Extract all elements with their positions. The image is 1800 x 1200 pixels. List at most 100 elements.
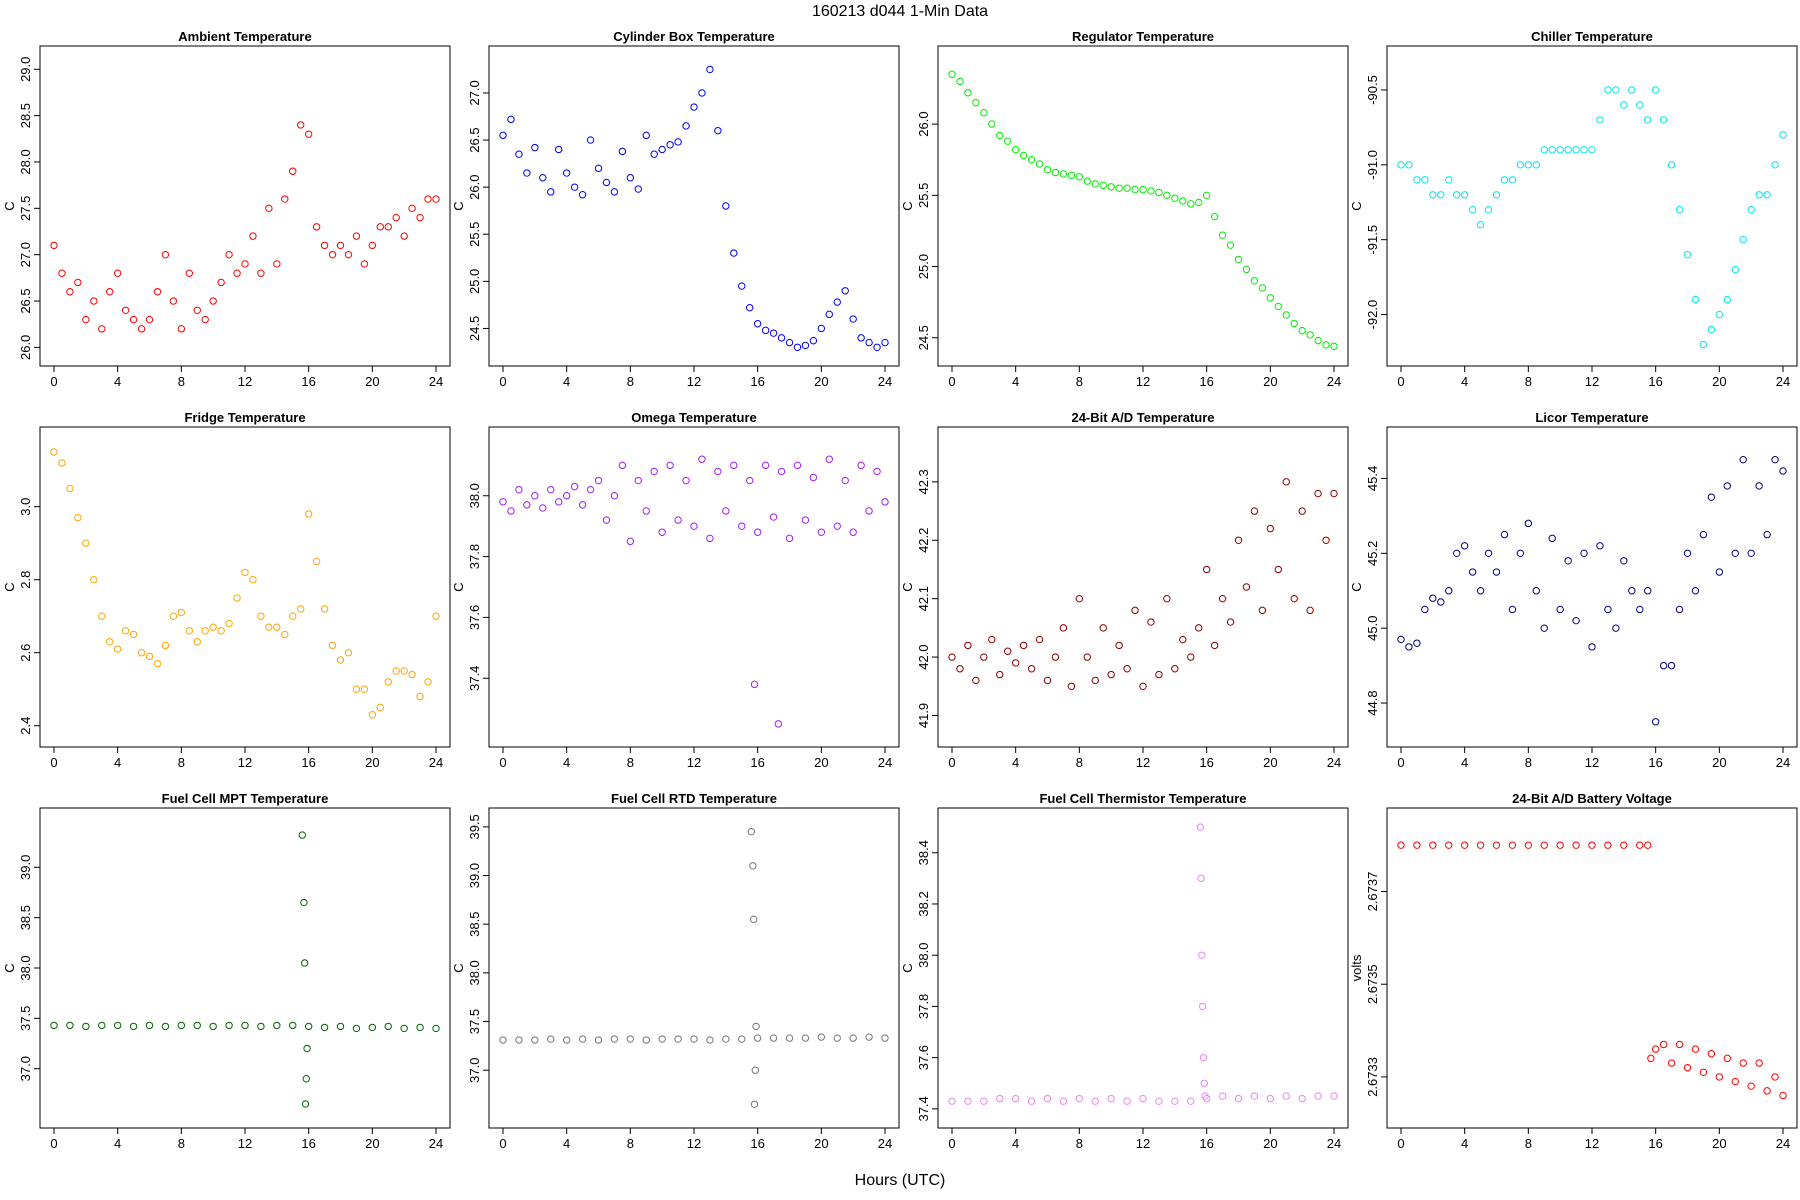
x-tick-label: 20 [814,1136,828,1151]
data-point [1747,549,1755,558]
data-point [1524,161,1533,169]
data-point [1779,131,1787,139]
data-point [1620,101,1628,109]
data-point [209,623,217,631]
data-point [698,89,706,97]
data-point [948,70,956,78]
y-axis-label: volts [1349,954,1364,981]
data-point [749,862,757,870]
data-point [507,507,515,515]
x-tick-label: 24 [878,1136,892,1151]
data-point [233,269,241,277]
data-point [857,461,865,470]
data-point [217,278,225,287]
data-point [304,130,313,138]
data-point [392,213,400,222]
data-point [515,1036,523,1044]
data-point [809,336,818,345]
x-tick-label: 4 [1012,755,1019,770]
x-tick-label: 16 [301,755,315,770]
data-point [273,623,281,631]
data-point [320,605,329,613]
data-point [1171,194,1179,202]
data-point [1707,1050,1716,1058]
data-point [1667,661,1676,670]
data-point [956,665,964,673]
data-point [177,325,186,333]
y-axis-label: C [451,201,466,210]
data-point [1242,265,1251,274]
data-point [642,507,650,515]
data-point [881,498,889,506]
data-point [432,195,440,203]
data-point [1405,161,1413,169]
data-point [352,685,361,693]
y-tick-label: 38.0 [916,943,931,968]
x-tick-label: 8 [178,755,185,770]
data-point [714,467,722,476]
y-tick-label: 39.5 [467,814,482,839]
data-point [384,678,392,686]
data-point [1171,1097,1179,1105]
data-point [809,473,818,482]
data-point [50,241,58,250]
data-point [328,250,337,259]
data-point [1564,557,1572,565]
data-point [1476,587,1485,595]
x-axis-label: Hours (UTC) [854,1172,946,1189]
data-point [1202,191,1211,200]
x-tick-label: 16 [301,374,315,389]
data-point [1548,534,1556,543]
chart-panel-2: Regulator Temperature 0 4 8 12 16 20 24 24.5 25.0… [900,29,1349,389]
data-point [1484,206,1493,214]
data-point [1755,1059,1763,1067]
data-point [1755,482,1763,490]
data-point [177,608,186,617]
data-point [523,501,531,509]
data-point [750,680,759,689]
y-tick-label: 42.3 [916,469,931,494]
data-point [66,288,74,296]
x-tick-label: 12 [1136,755,1150,770]
data-point [1027,665,1036,673]
data-point [738,282,746,290]
data-point [666,141,674,149]
data-point [948,1097,956,1105]
x-tick-label: 16 [301,1136,315,1151]
data-point [1556,146,1564,154]
y-tick-label: 26.0 [467,175,482,200]
data-point [1659,116,1668,124]
y-tick-label: 25.5 [916,183,931,208]
plot-frame [39,45,451,367]
x-tick-label: 20 [365,755,379,770]
chart-title: Licor Temperature [1535,410,1648,425]
x-tick-label: 4 [1012,374,1019,389]
y-tick-label: 26.0 [916,111,931,136]
data-point [650,467,658,476]
data-point [1540,624,1548,632]
data-point [424,678,432,686]
data-point [129,1022,138,1031]
data-point [1540,841,1548,849]
data-point [1155,188,1163,197]
chart-title: Cylinder Box Temperature [613,29,775,44]
data-point [90,297,98,305]
data-point [384,223,392,231]
data-point [873,467,881,476]
data-point [865,338,873,347]
data-point [281,195,289,203]
x-tick-label: 20 [814,374,828,389]
data-point [865,1033,873,1041]
data-point [1115,641,1123,650]
data-point [1123,1097,1131,1105]
y-tick-label: 37.6 [467,605,482,630]
data-point [793,461,802,470]
x-tick-label: 8 [1076,1136,1083,1151]
data-point [539,504,547,512]
data-point [682,476,690,485]
x-tick-label: 0 [499,374,506,389]
data-point [1691,1045,1700,1053]
data-point [1330,1092,1338,1100]
y-tick-label: 42.1 [916,586,931,611]
plot-frame [488,807,900,1129]
